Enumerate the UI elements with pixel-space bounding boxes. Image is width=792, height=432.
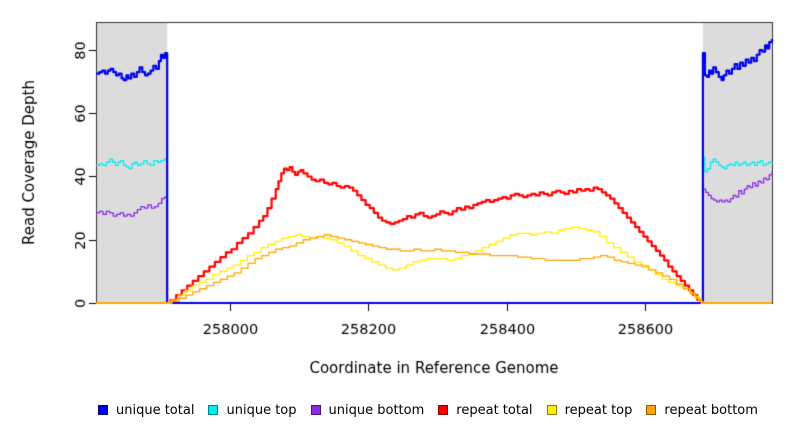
legend-label-unique-total: unique total <box>116 402 195 418</box>
legend-item-repeat-top: repeat top <box>546 402 633 418</box>
legend-label-repeat-bottom: repeat bottom <box>664 402 758 418</box>
legend-label-repeat-total: repeat total <box>456 402 533 418</box>
legend-item-unique-bottom: unique bottom <box>310 402 425 418</box>
legend-swatch-unique-top <box>208 405 219 415</box>
legend-swatch-repeat-total <box>438 405 449 415</box>
legend-label-repeat-top: repeat top <box>564 402 633 418</box>
legend-swatch-repeat-bottom <box>646 405 657 415</box>
legend-swatch-unique-total <box>98 405 108 415</box>
legend-item-repeat-bottom: repeat bottom <box>646 404 758 417</box>
legend-swatch-unique-bottom <box>310 405 321 415</box>
legend-item-unique-total: unique total <box>98 404 194 417</box>
coverage-plot-canvas <box>0 0 792 394</box>
legend-label-unique-bottom: unique bottom <box>328 402 425 418</box>
legend-item-repeat-total: repeat total <box>438 402 533 418</box>
legend-label-unique-top: unique top <box>226 402 297 418</box>
legend-item-unique-top: unique top <box>208 402 297 418</box>
legend-swatch-repeat-top <box>546 405 557 415</box>
plot-legend: unique total unique top unique bottom re… <box>0 399 792 421</box>
